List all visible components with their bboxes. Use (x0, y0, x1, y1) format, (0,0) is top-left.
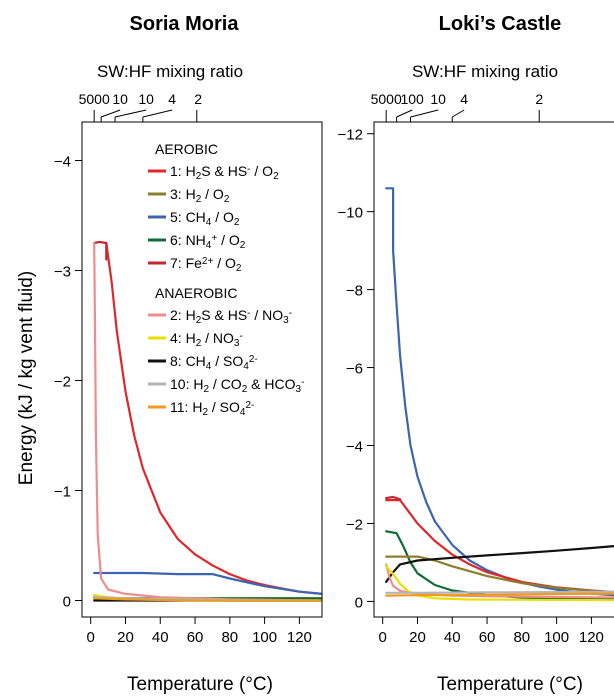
series-line-soria-moria-5-ch-o (93, 571, 322, 596)
legend-entry-4-h-no: 4: H2 / NO3- (170, 330, 243, 349)
y-tick-label: −10 (338, 205, 363, 222)
x-axis-label-lokis-castle: Temperature (°C) (437, 674, 583, 695)
y-tick-label: 0 (63, 594, 71, 611)
legend-entry-6-nh-o: 6: NH4+ / O2 (170, 232, 246, 251)
y-tick-label: −1 (54, 484, 71, 501)
panel-title-soria-moria: Soria Moria (130, 13, 240, 35)
x-tick-label: 60 (187, 629, 204, 646)
x-axis-lokis-castle: 0 20 40 60 80 100 120 (379, 617, 604, 646)
legend-entry-2-h-s-hs-no: 2: H2S & HS- / NO3- (170, 307, 292, 326)
legend-entry-3-h-o: 3: H2 / O2 (170, 186, 230, 205)
y-tick-label: 0 (355, 594, 363, 611)
top-tick-leader (396, 109, 413, 118)
legend-header-aerobic: AEROBIC (155, 141, 218, 157)
x-axis-label-soria-moria: Temperature (°C) (127, 674, 273, 695)
plot-frame-lokis-castle (373, 121, 614, 618)
series-line-lokis-castle-11-h-so (385, 592, 614, 597)
legend-entry-5-ch-o: 5: CH4 / O2 (170, 209, 240, 228)
x-tick-label: 80 (513, 629, 530, 646)
series-lokis-castle (385, 187, 614, 602)
panel-title-lokis-castle: Loki’s Castle (439, 13, 562, 35)
series-line-soria-moria-2-h-s-hs-no (93, 241, 322, 602)
x-tick-label: 0 (379, 629, 387, 646)
y-tick-label: −8 (346, 283, 363, 300)
x-tick-label: 100 (252, 629, 277, 646)
legend-entry-7-fe-o: 7: Fe2+ / O2 (170, 255, 242, 274)
legend-entry-11-h-so: 11: H2 / SO42- (170, 399, 254, 418)
plot-frame-soria-moria (81, 121, 323, 618)
y-tick-label: −12 (338, 127, 363, 144)
legend-header-anaerobic: ANAEROBIC (155, 285, 237, 301)
series-line-soria-moria-7-fe-o (93, 240, 108, 261)
series-soria-moria (93, 240, 322, 602)
top-tick-leader (452, 109, 465, 118)
x-tick-label: 20 (117, 629, 134, 646)
x-tick-label: 40 (444, 629, 461, 646)
top-tick-leader (100, 109, 121, 118)
top-tick-label: 2 (194, 91, 202, 107)
series-line-soria-moria-11-h-so (93, 597, 322, 602)
y-tick-label: −3 (54, 264, 71, 281)
top-tick-leader (142, 109, 173, 118)
top-tick-label: 2 (535, 91, 543, 107)
top-tick-leader (410, 109, 439, 118)
panel-lokis-castle: Loki’s Castle SW:HF mixing ratio 5000100… (338, 13, 614, 695)
top-tick-label: 5000 (79, 91, 110, 107)
top-axis-label-lokis-castle: SW:HF mixing ratio (412, 62, 558, 81)
legend-entry-1-h-s-hs-o: 1: H2S & HS- / O2 (170, 163, 279, 182)
series-line-lokis-castle-8-ch-so (385, 544, 614, 584)
y-tick-label: −2 (54, 374, 71, 391)
y-tick-label: −4 (54, 154, 71, 171)
y-tick-label: −2 (346, 516, 363, 533)
y-tick-label: −6 (346, 361, 363, 378)
y-tick-label: −4 (346, 439, 363, 456)
panel-soria-moria: Soria Moria SW:HF mixing ratio 5000 10 10 4… (54, 13, 323, 695)
x-tick-label: 80 (221, 629, 238, 646)
series-line-lokis-castle-3-h-o (385, 555, 614, 594)
y-axis-soria-moria: 0 −1 −2 −3 −4 (54, 154, 82, 611)
series-line-lokis-castle-5-ch-o (385, 187, 614, 597)
legend-entry-10-h-co-hco: 10: H2 / CO2 & HCO3- (170, 376, 304, 395)
top-axis-soria-moria: 5000 10 10 4 2 (79, 91, 202, 122)
y-axis-lokis-castle: 0 −2 −4 −6 −8 −10 −12 (338, 127, 374, 611)
top-tick-label: 4 (168, 91, 176, 107)
x-axis-soria-moria: 0 20 40 60 80 100 120 (87, 617, 312, 646)
top-tick-label: 10 (138, 91, 154, 107)
x-tick-label: 120 (287, 629, 312, 646)
series-line-lokis-castle-7-fe-o (385, 495, 402, 501)
x-tick-label: 120 (579, 629, 604, 646)
top-tick-label: 10 (112, 91, 128, 107)
series-line-lokis-castle-10-h-co-hco (385, 590, 614, 594)
top-tick-label: 5000 (371, 91, 402, 107)
x-tick-label: 100 (544, 629, 569, 646)
x-tick-label: 0 (87, 629, 95, 646)
top-axis-label-soria-moria: SW:HF mixing ratio (97, 62, 243, 81)
x-tick-label: 60 (479, 629, 496, 646)
top-tick-label: 100 (400, 91, 424, 107)
x-tick-label: 40 (152, 629, 169, 646)
top-tick-label: 10 (430, 91, 446, 107)
x-tick-label: 20 (409, 629, 426, 646)
top-tick-label: 4 (460, 91, 468, 107)
top-tick-leader (114, 109, 147, 118)
y-axis-label: Energy (kJ / kg vent fluid) (16, 271, 37, 485)
legend: AEROBIC 1: H2S & HS- / O2 3: H2 / O2 5: CH4… (148, 141, 304, 418)
legend-entry-8-ch-so: 8: CH4 / SO42- (170, 353, 258, 372)
